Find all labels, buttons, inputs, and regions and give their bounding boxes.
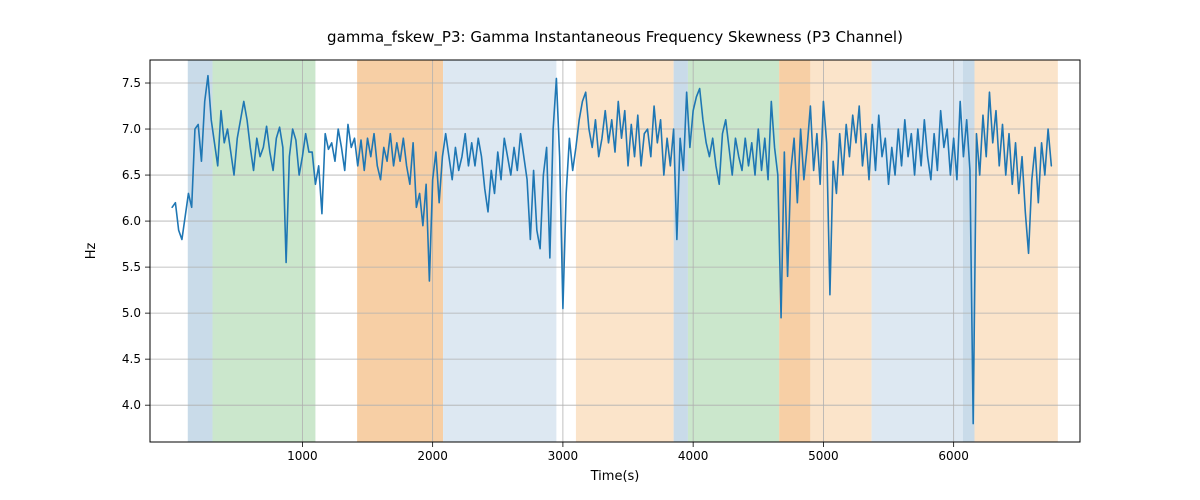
band-region — [188, 60, 213, 442]
band-region — [213, 60, 316, 442]
x-ticks: 1000 2000 3000 4000 5000 6000 — [287, 442, 969, 463]
y-axis-label: Hz — [84, 243, 99, 260]
band-region — [688, 60, 779, 442]
x-tick-label: 6000 — [938, 449, 969, 463]
background-bands — [188, 60, 1058, 442]
chart-title: gamma_fskew_P3: Gamma Instantaneous Freq… — [327, 28, 903, 47]
x-tick-label: 2000 — [417, 449, 448, 463]
y-tick-label: 4.5 — [122, 352, 141, 366]
y-ticks: 4.0 4.5 5.0 5.5 6.0 6.5 7.0 7.5 — [122, 76, 150, 412]
x-tick-label: 5000 — [808, 449, 839, 463]
band-region — [443, 60, 556, 442]
y-tick-label: 5.0 — [122, 306, 141, 320]
x-tick-label: 1000 — [287, 449, 318, 463]
chart-container: 1000 2000 3000 4000 5000 6000 4.0 4.5 5.0 5.5 6.0 6… — [0, 0, 1200, 500]
y-tick-label: 6.0 — [122, 214, 141, 228]
y-tick-label: 7.0 — [122, 122, 141, 136]
band-region — [779, 60, 810, 442]
y-tick-label: 6.5 — [122, 168, 141, 182]
x-tick-label: 4000 — [678, 449, 709, 463]
y-tick-label: 5.5 — [122, 260, 141, 274]
band-region — [974, 60, 1057, 442]
y-tick-label: 4.0 — [122, 398, 141, 412]
x-tick-label: 3000 — [548, 449, 579, 463]
x-axis-label: Time(s) — [590, 469, 640, 484]
band-region — [810, 60, 871, 442]
y-tick-label: 7.5 — [122, 76, 141, 90]
band-region — [872, 60, 963, 442]
